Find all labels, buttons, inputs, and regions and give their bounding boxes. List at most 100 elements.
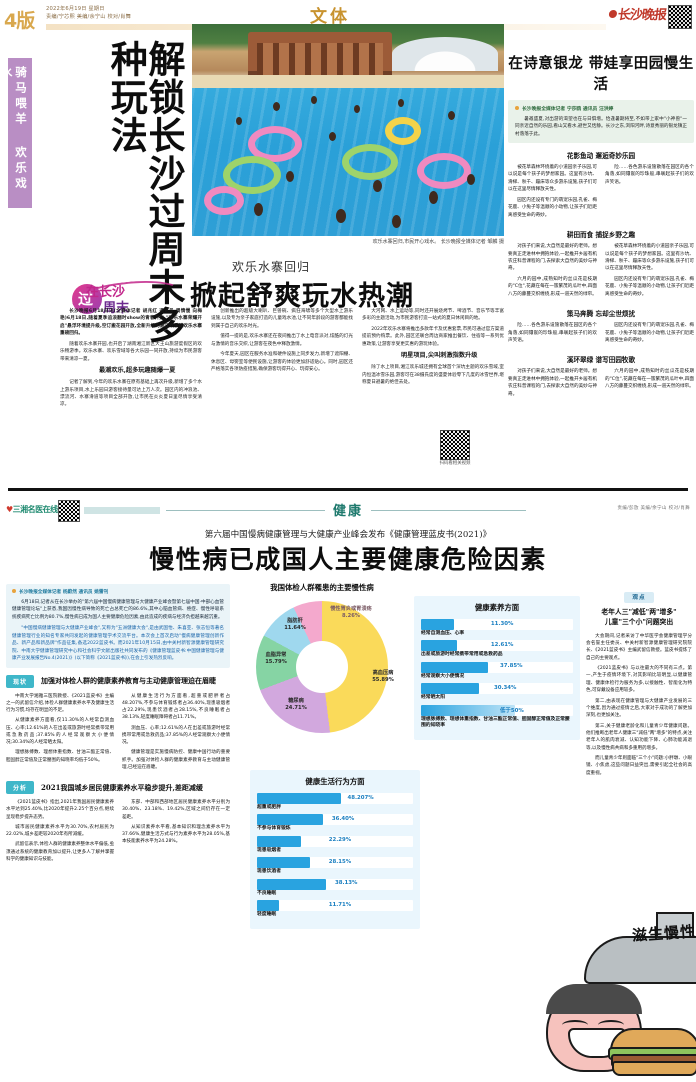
headline-kicker: 骑马喂羊 欢乐戏水 bbox=[0, 58, 32, 208]
bar-track: 38.13% bbox=[257, 878, 413, 890]
bar-fill bbox=[257, 793, 342, 804]
photo-tent bbox=[391, 36, 498, 71]
story-paragraph: 随着欢乐水寨开园,也开启了湖南湘江新区大王山旅游度假区的欢乐畅游季。欢乐水寨、欢… bbox=[60, 341, 202, 362]
story-paragraph: 记者了解到,今年的欢乐水寨在原有基础上再次升级,新增了多个水上游乐项目,水上乐园… bbox=[60, 380, 202, 408]
cartoon-burger bbox=[608, 1028, 696, 1076]
pie-label-name: 血脂异常 bbox=[265, 652, 287, 658]
pie-label-1: 糖尿病 24.71% bbox=[272, 698, 320, 712]
weekend-logo: 过 在长沙 周末 bbox=[70, 276, 184, 318]
photo-swimmer bbox=[466, 173, 475, 185]
donut-ring bbox=[256, 601, 388, 733]
bar-fill bbox=[257, 878, 326, 890]
bar-label: 不参与体育锻炼 bbox=[257, 826, 291, 832]
bar-row: 12.61% 出差或旅游时经常携带常用或急救药品 bbox=[421, 640, 573, 658]
bar-row: 38.13% 不良睡眠 bbox=[257, 878, 413, 897]
photo-swimmer bbox=[310, 96, 317, 105]
bar-track: 22.29% bbox=[257, 835, 413, 847]
masthead-date: 2022年6月19日 星期日 bbox=[46, 6, 105, 12]
photo-tube bbox=[385, 117, 422, 146]
right-story-body: 对孩子们来说,大自然是最好的老师。想要真正走进林中拥抱体验,一起推开乡居有机农庄… bbox=[508, 243, 694, 301]
bar-track: 11.71% bbox=[257, 900, 413, 912]
bar-track: 12.61% bbox=[421, 640, 573, 652]
right-story-column: 被花草森林环绕着的小道园亲子乐园,可以说是每个孩子的梦想家园。这里有沙坑、滑梯、… bbox=[508, 164, 597, 222]
right-story-subheading: 耕田而食 捕捉乡野之趣 bbox=[566, 231, 636, 240]
story-paragraph: 今年夏天,园区在服务水准和硬件设施上同步发力,新增了遮阳棚、休息区、母婴室等便民… bbox=[211, 352, 353, 373]
health-lead-box: 长沙晚报全媒体记者 杨蔚然 通讯员 姚雷刊 6月18日,记者从在长沙举办的"第六… bbox=[6, 584, 230, 668]
logo-circle-icon: 过 bbox=[72, 284, 102, 314]
bar-fill bbox=[421, 683, 479, 695]
right-story-lead: 暑邀盛夏,对出游的渴望也在与日俱增。恰逢暑期将至,不如带上家中"小神兽"一同亲近… bbox=[515, 117, 687, 137]
cartoon-illustration: 滋生慢性病 过多摄入高热量食物 bbox=[536, 912, 696, 1082]
pie-label-value: 11.64% bbox=[284, 624, 306, 631]
photo-beach bbox=[192, 74, 504, 90]
health-qr-icon[interactable] bbox=[58, 500, 80, 522]
health-byline-text: 长沙晚报全媒体记者 杨蔚然 通讯员 姚雷刊 bbox=[19, 590, 109, 595]
analysis-paragraph: 东部、中部和西部地区居民健康素养水平分别为30.40%、23.18%、19.42… bbox=[122, 800, 230, 820]
status-tag-row: 现状 加强对体检人群的健康素养教育与主动健康管理迫在眉睫 bbox=[6, 674, 230, 688]
pie-chart: 我国体检人群罹患的主要慢性病 高血压病 55.89% 糖尿病 24.71% 血脂… bbox=[236, 582, 408, 733]
health-section: ♥三湘名医在线 健康 责编/彭放 美编/余宁山 校对/肖舞 第六届中国慢病健康管… bbox=[0, 496, 696, 1076]
story-paragraph: 除了水上项目,湘江欢乐城还拥有全球首个深坑主题的欢乐雪域,室内恒温冰雪乐园,游客… bbox=[362, 365, 504, 386]
main-headline: 解锁长沙过周末多种玩法 bbox=[104, 40, 186, 344]
right-paragraph: 险……各色游乐设施散落在园区的各个角落,如同镶嵌的珍珠般,串联起孩子们的欢声笑语… bbox=[605, 165, 694, 185]
logo-line2: 周末 bbox=[103, 301, 130, 316]
bar-value: 11.30% bbox=[490, 620, 514, 627]
right-story-column: 险……各色游乐设施散落在园区的各个角落,如同镶嵌的珍珠般,串联起孩子们的欢声笑语… bbox=[508, 322, 597, 347]
health-accent-bar bbox=[84, 507, 160, 514]
viewpoint-tag: 观点 bbox=[624, 591, 654, 603]
qr-code-icon[interactable] bbox=[668, 5, 692, 29]
right-story-body: 对孩子们来说,大自然是最好的老师。想要真正走进林中拥抱体验,一起推开乡居有机农庄… bbox=[508, 368, 694, 401]
bar-fill bbox=[421, 704, 516, 716]
right-paragraph: 六月的园中,成熟知时的丝瓜花是枝期的"C位",花藏在每在一簇繁茂的瓜叶中,四面八… bbox=[508, 276, 597, 297]
story-paragraph: 长沙晚报6月18日讯(全媒体记者 胡兆红 通讯员 周情慢 向梅艳)6月18日,随… bbox=[60, 309, 202, 337]
viewpoint-paragraph: 第三,关于健康老龄化和儿童青少年健康问题。他们推断出老年人健康三"减低"两"增多… bbox=[586, 723, 692, 751]
right-story-column: 被花草森林环绕着的小道园亲子乐园,可以说是每个孩子的梦想家园。这里有沙坑、滑梯、… bbox=[605, 243, 694, 301]
right-story-column: 对孩子们来说,大自然是最好的老师。想要真正走进林中拥抱体验,一起推开乡居有机农庄… bbox=[508, 368, 597, 401]
section-divider bbox=[8, 488, 688, 491]
status-paragraph: 中南大学湘雅三医院教授、《2021蓝皮书》主编之一的武留信介绍,体检人群健康素养… bbox=[6, 693, 114, 714]
story-paragraph: 创新推出的超级大喇叭、巨兽碗、疯狂海啸等多个大型水上游乐设施,以及专为亲子家庭打… bbox=[211, 309, 353, 329]
photo-swimmer bbox=[235, 117, 242, 126]
bar-value: 48.207% bbox=[347, 794, 374, 801]
right-paragraph: 园区内还设有专门的萌宠乐园,孔雀、梅花鹿、小兔子等温顺的小动物,让孩子们近距离感… bbox=[605, 276, 694, 297]
bar-value: 37.85% bbox=[500, 663, 523, 670]
pie-label-2: 血脂异常 15.79% bbox=[252, 652, 300, 666]
photo-swimmer bbox=[372, 179, 382, 192]
analysis-paragraph: 城市居民健康素养水平为30.70%,农村居民为22.02%,城乡差距较2020年… bbox=[6, 824, 114, 838]
story-column: 创新推出的超级大喇叭、巨兽碗、疯狂海啸等多个大型水上游乐设施,以及专为亲子家庭打… bbox=[211, 308, 353, 486]
analysis-paragraph: 武留信表示,体检人群的健康素养整体水平偏低,亟须通过系统的健康教育加以提升,让更… bbox=[6, 842, 114, 863]
photo-swimmer bbox=[447, 111, 455, 121]
right-paragraph: 对孩子们来说,大自然是最好的老师。想要真正走进林中拥抱体验,一起推开乡居有机农庄… bbox=[508, 244, 597, 272]
status-column: 从健康生活行为方面看,超重或肥胖者占48.207%,不参与体育锻炼者占36.40… bbox=[122, 693, 230, 775]
bar-fill bbox=[257, 900, 279, 912]
status-paragraph: 从健康素养方面看,仅11.30%的人经常自测血压、心率;12.61%的人在出差或… bbox=[6, 718, 114, 746]
bullet-icon bbox=[515, 106, 519, 110]
article-qr-icon[interactable] bbox=[440, 430, 470, 460]
bar-value: 36.40% bbox=[331, 815, 355, 822]
status-paragraph: 从健康生活行为方面看,超重或肥胖者占48.207%,不参与体育锻炼者占36.40… bbox=[122, 693, 230, 721]
bar-fill bbox=[421, 619, 455, 630]
bar-label: 经常观察大小便情况 bbox=[421, 673, 465, 679]
pie-label-name: 脂肪肝 bbox=[287, 618, 303, 624]
viewpoint-paragraph: 而儿童青少年则面临"三个小"问题:小胖墩、小眼镜、小焦虑,这些问题日益突出,需要… bbox=[586, 756, 692, 776]
burger-bottom-bun bbox=[612, 1061, 696, 1076]
photo-swimmer bbox=[429, 191, 439, 205]
logo-circle-text: 过 bbox=[78, 290, 94, 308]
newspaper-page: 4版 2022年6月19日 星期日 责编/宁芯熙 美编/余宁山 校对/肖舞 文体… bbox=[0, 5, 696, 1076]
bar-fill bbox=[257, 857, 311, 869]
cartoon-hair bbox=[546, 984, 642, 1014]
right-story-subheading: 花影鱼动 邂逅奇妙乐园 bbox=[566, 152, 636, 161]
status-column: 中南大学湘雅三医院教授、《2021蓝皮书》主编之一的武留信介绍,体检人群健康素养… bbox=[6, 693, 114, 775]
bar-track: 11.30% bbox=[421, 619, 573, 630]
pie-chart-title: 我国体检人群罹患的主要慢性病 bbox=[270, 583, 374, 592]
right-story-subheading: 策马奔腾 忘却尘世烦扰 bbox=[566, 310, 636, 319]
status-tag: 现状 bbox=[6, 674, 35, 688]
bar-row: 48.207% 超重或肥胖 bbox=[257, 793, 413, 811]
photo-building bbox=[248, 32, 392, 76]
bar-label: 现患吸烟者 bbox=[257, 847, 281, 853]
right-paragraph: 六月的园中,成熟知时的丝瓜花是枝期的"C位",花藏在每在一簇繁茂的瓜叶中,四面八… bbox=[605, 369, 694, 390]
right-story-column: 对孩子们来说,大自然是最好的老师。想要真正走进林中拥抱体验,一起推开乡居有机农庄… bbox=[508, 243, 597, 301]
bar-track: 28.15% bbox=[257, 857, 413, 869]
right-paragraph: 被花草森林环绕着的小道园亲子乐园,可以说是每个孩子的梦想家园。这里有沙坑、滑梯、… bbox=[605, 244, 694, 272]
right-paragraph: 险……各色游乐设施散落在园区的各个角落,如同镶嵌的珍珠般,串联起孩子们的欢声笑语… bbox=[508, 323, 597, 344]
